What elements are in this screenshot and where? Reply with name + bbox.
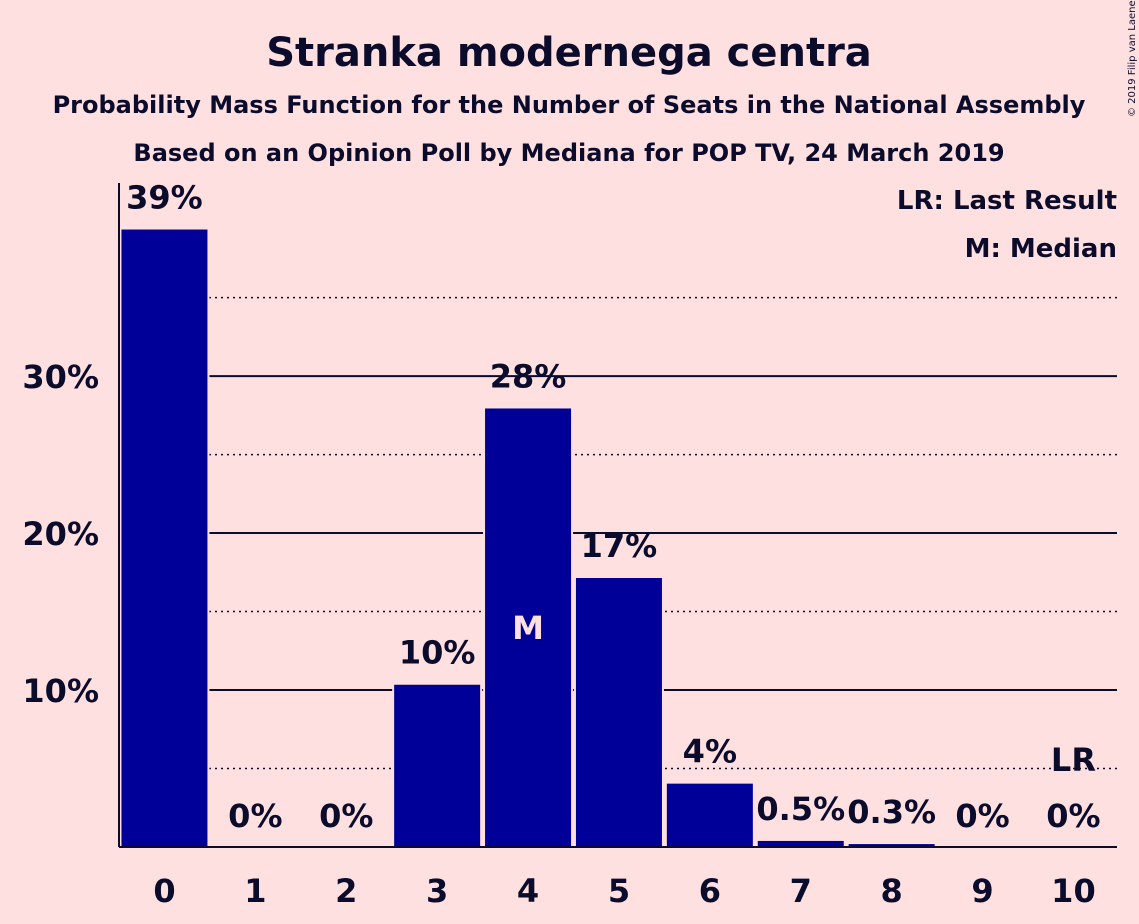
- bar-5: [573, 576, 664, 848]
- y-tick-label: 10%: [22, 672, 99, 710]
- bar-4: [483, 406, 574, 848]
- bar-6: [664, 781, 755, 849]
- chart-subtitle-1: Probability Mass Function for the Number…: [53, 91, 1086, 119]
- legend-median: M: Median: [965, 234, 1117, 264]
- data-label-0: 39%: [126, 179, 203, 217]
- y-tick-label: 20%: [22, 515, 99, 553]
- data-label-2: 0%: [319, 797, 373, 835]
- data-label-3: 10%: [399, 634, 476, 672]
- data-labels: 39% 0% 0% 10% 28% 17% 4% 0.5% 0.3% 0% 0% M LR: [126, 179, 1100, 835]
- y-tick-label: 30%: [22, 358, 99, 396]
- x-tick-label: 5: [608, 872, 630, 910]
- copyright-notice: © 2019 Filip van Laenen: [1127, 0, 1138, 117]
- bar-0: [119, 227, 210, 848]
- data-label-4: 28%: [490, 357, 567, 395]
- data-label-10: 0%: [1046, 797, 1100, 835]
- bar-3: [392, 682, 483, 849]
- x-tick-label: 10: [1051, 872, 1096, 910]
- x-tick-label: 7: [790, 872, 812, 910]
- data-label-6: 4%: [683, 733, 737, 771]
- data-label-8: 0.3%: [847, 793, 936, 831]
- legend-last-result: LR: Last Result: [897, 186, 1117, 216]
- x-tick-label: 4: [517, 872, 539, 910]
- data-label-5: 17%: [581, 527, 658, 565]
- bar-7: [755, 838, 846, 848]
- x-tick-label: 2: [335, 872, 357, 910]
- median-marker: M: [512, 609, 544, 647]
- x-tick-label: 1: [244, 872, 266, 910]
- axes: 10% 20% 30% 0 1 2 3 4 5 6 7 8 9 10: [22, 183, 1117, 910]
- x-tick-label: 9: [971, 872, 993, 910]
- x-tick-label: 3: [426, 872, 448, 910]
- data-label-1: 0%: [228, 797, 282, 835]
- chart-title: Stranka modernega centra: [266, 30, 872, 76]
- bars: [119, 227, 937, 849]
- x-tick-label: 0: [153, 872, 175, 910]
- x-tick-label: 6: [699, 872, 721, 910]
- data-label-9: 0%: [955, 797, 1009, 835]
- last-result-marker: LR: [1051, 741, 1096, 779]
- data-label-7: 0.5%: [756, 790, 845, 828]
- x-tick-label: 8: [881, 872, 903, 910]
- chart-subtitle-2: Based on an Opinion Poll by Mediana for …: [133, 139, 1004, 167]
